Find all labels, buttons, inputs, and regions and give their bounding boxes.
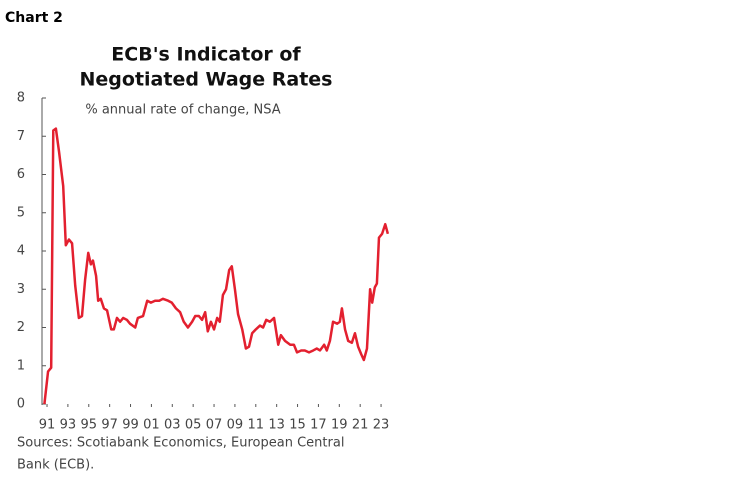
x-tick-label: 19 — [331, 418, 348, 433]
chart-subtitle: % annual rate of change, NSA — [85, 103, 280, 118]
y-tick-label: 5 — [17, 205, 25, 220]
x-tick-label: 95 — [81, 418, 98, 433]
x-tick-label: 23 — [373, 418, 390, 433]
y-tick-label: 7 — [17, 129, 25, 144]
x-tick-label: 11 — [248, 418, 265, 433]
x-tick-label: 91 — [39, 418, 56, 433]
chart-label: Chart 2 — [5, 10, 63, 26]
y-tick-label: 8 — [17, 91, 25, 106]
chart-title: Negotiated Wage Rates — [80, 69, 333, 91]
x-tick-label: 01 — [143, 418, 160, 433]
chart-title: ECB's Indicator of — [111, 44, 301, 66]
y-tick-label: 3 — [17, 282, 25, 297]
source: Bank (ECB). — [17, 458, 94, 473]
x-tick-label: 21 — [352, 418, 369, 433]
x-tick-label: 13 — [268, 418, 285, 433]
x-tick-label: 97 — [101, 418, 118, 433]
x-tick-label: 09 — [227, 418, 244, 433]
y-tick-label: 6 — [17, 167, 25, 182]
data-line — [43, 127, 390, 405]
x-tick-label: 05 — [185, 418, 202, 433]
x-tick-label: 93 — [60, 418, 77, 433]
y-tick-label: 2 — [17, 320, 25, 335]
source: Sources: Scotiabank Economics, European … — [17, 436, 344, 451]
x-tick-label: 15 — [289, 418, 306, 433]
x-tick-label: 99 — [122, 418, 139, 433]
x-tick-label: 03 — [164, 418, 181, 433]
y-tick-label: 0 — [17, 397, 25, 412]
y-tick-label: 1 — [17, 358, 25, 373]
y-tick-label: 4 — [17, 244, 25, 259]
x-tick-label: 17 — [310, 418, 327, 433]
x-tick-label: 07 — [206, 418, 223, 433]
